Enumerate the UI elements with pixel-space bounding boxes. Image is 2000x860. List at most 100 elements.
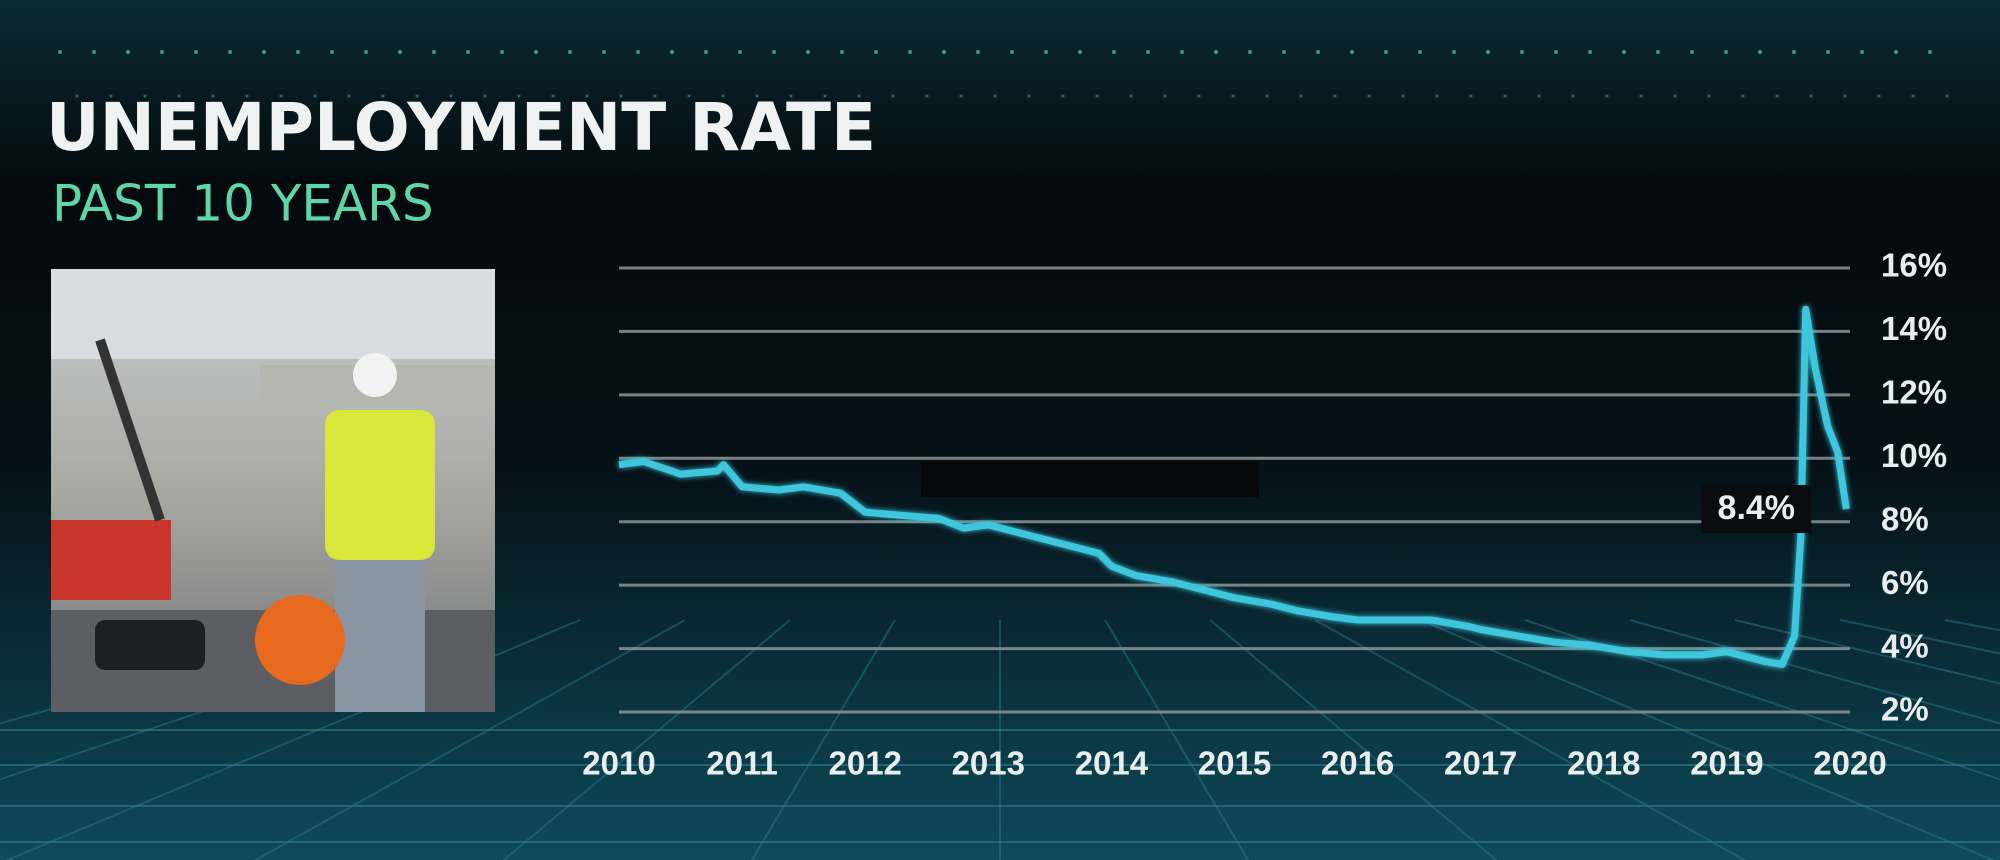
dot	[1486, 50, 1490, 54]
dot	[1758, 50, 1762, 54]
dot	[398, 50, 402, 54]
dot	[1231, 94, 1235, 98]
photo-boom	[95, 338, 165, 522]
floor-ray	[502, 619, 791, 860]
dot	[330, 50, 334, 54]
dot	[92, 50, 96, 54]
dot	[143, 94, 147, 98]
dot	[755, 94, 759, 98]
floor-ray	[750, 619, 896, 860]
dot	[1860, 50, 1864, 54]
y-tick-label: 14%	[1881, 310, 1947, 347]
dot	[1333, 94, 1337, 98]
dot	[313, 94, 317, 98]
floor-ray	[1419, 619, 1995, 860]
dot	[245, 94, 249, 98]
dot	[296, 50, 300, 54]
dot	[806, 50, 810, 54]
dot	[568, 50, 572, 54]
dot	[1809, 94, 1813, 98]
dot	[1673, 94, 1677, 98]
y-tick-label: 4%	[1881, 627, 1929, 664]
dot	[1520, 50, 1524, 54]
dot	[1554, 50, 1558, 54]
dot	[1741, 94, 1745, 98]
photo-car	[95, 620, 205, 670]
dot	[840, 50, 844, 54]
x-tick-label: 2017	[1444, 745, 1517, 782]
dot	[1724, 50, 1728, 54]
dot	[58, 50, 62, 54]
dot	[1197, 94, 1201, 98]
x-tick-label: 2013	[952, 745, 1025, 782]
x-tick-label: 2020	[1813, 745, 1886, 782]
dot	[1826, 50, 1830, 54]
dot	[1690, 50, 1694, 54]
dot	[1180, 50, 1184, 54]
dot	[908, 50, 912, 54]
data-line	[618, 305, 1850, 668]
dot	[1537, 94, 1541, 98]
dot	[1027, 94, 1031, 98]
dot	[1248, 50, 1252, 54]
x-tick-label: 2016	[1321, 745, 1394, 782]
dot	[415, 94, 419, 98]
dot	[585, 94, 589, 98]
dot	[1503, 94, 1507, 98]
dot	[1928, 50, 1932, 54]
decoration	[0, 50, 2000, 860]
photo-vest	[325, 410, 435, 560]
dot	[942, 50, 946, 54]
dot	[160, 50, 164, 54]
dot	[874, 50, 878, 54]
plot-area: 2% 4% 6% 8% 10% 12% 14% 16% 2010 2011 2012 2013 2014…	[582, 247, 1947, 782]
dot	[1095, 94, 1099, 98]
dot	[1775, 94, 1779, 98]
photo-saw	[255, 595, 345, 685]
dot	[1214, 50, 1218, 54]
x-tick-label: 2019	[1690, 745, 1763, 782]
dot	[466, 50, 470, 54]
dot	[1316, 50, 1320, 54]
dot	[721, 94, 725, 98]
floor-ray	[1734, 619, 2000, 685]
chart-title: UNEMPLOYMENT RATE	[46, 89, 876, 166]
dot	[704, 50, 708, 54]
photo-sky	[51, 269, 495, 359]
y-tick-label: 12%	[1881, 374, 1947, 411]
dot	[959, 94, 963, 98]
dot	[279, 94, 283, 98]
value-label-bg	[1701, 485, 1812, 534]
photo-crane	[51, 520, 171, 600]
dot	[1010, 50, 1014, 54]
dot	[1282, 50, 1286, 54]
dot	[75, 94, 79, 98]
dot	[126, 50, 130, 54]
x-tick-label: 2015	[1198, 745, 1271, 782]
dot	[636, 50, 640, 54]
y-tick-label: 8%	[1881, 500, 1929, 537]
dot	[1384, 50, 1388, 54]
dot	[1911, 94, 1915, 98]
floor-ray	[253, 619, 686, 860]
dot	[1367, 94, 1371, 98]
dot	[1945, 94, 1949, 98]
dot	[619, 94, 623, 98]
dot	[738, 50, 742, 54]
dot	[823, 94, 827, 98]
dot	[534, 50, 538, 54]
y-tick-label: 16%	[1881, 247, 1947, 284]
dot	[1843, 94, 1847, 98]
dot	[1112, 50, 1116, 54]
dot	[211, 94, 215, 98]
dot	[1639, 94, 1643, 98]
dot	[1792, 50, 1796, 54]
y-tick-label: 6%	[1881, 564, 1929, 601]
dot	[177, 94, 181, 98]
dot	[109, 94, 113, 98]
dot	[1401, 94, 1405, 98]
x-tick-label: 2018	[1567, 745, 1640, 782]
dot	[1129, 94, 1133, 98]
dot	[1469, 94, 1473, 98]
